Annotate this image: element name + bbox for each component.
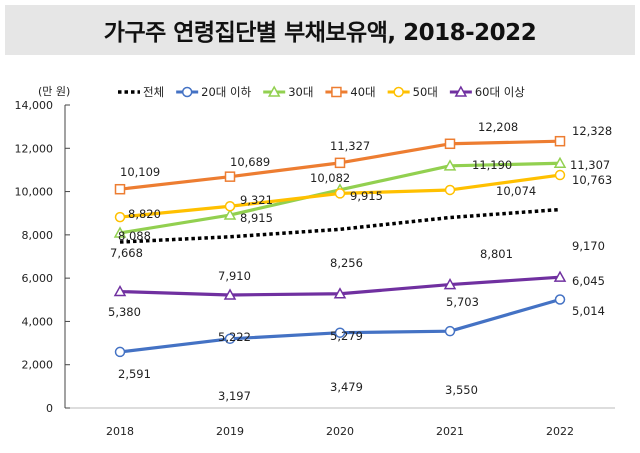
data-label: 10,689 bbox=[230, 155, 270, 169]
circle-marker bbox=[444, 325, 456, 337]
x-tick-label: 2018 bbox=[106, 425, 134, 438]
circle-marker bbox=[334, 327, 346, 338]
data-label: 5,014 bbox=[572, 304, 605, 318]
triangle-marker bbox=[553, 156, 567, 169]
circle-marker bbox=[114, 346, 126, 358]
title-bar: 가구주 연령집단별 부채보유액, 2018-2022 bbox=[5, 5, 635, 55]
x-tick-label: 2020 bbox=[326, 425, 354, 438]
x-tick-label: 2022 bbox=[546, 425, 574, 438]
data-label: 11,307 bbox=[570, 158, 610, 172]
legend-entry: 60대 이상 bbox=[475, 85, 525, 99]
x-tick-label: 2019 bbox=[216, 425, 244, 438]
data-label: 12,208 bbox=[478, 120, 518, 134]
data-label: 9,170 bbox=[572, 239, 605, 253]
data-label: 10,082 bbox=[310, 171, 350, 185]
circle-marker bbox=[181, 86, 193, 98]
triangle-marker bbox=[223, 208, 237, 220]
data-label: 3,479 bbox=[330, 380, 363, 394]
data-label: 7,668 bbox=[110, 246, 143, 260]
legend-entry: 50대 bbox=[413, 85, 438, 99]
y-tick-label: 10,000 bbox=[15, 186, 54, 199]
data-label: 9,321 bbox=[240, 193, 273, 207]
y-tick-label: 6,000 bbox=[22, 272, 54, 285]
triangle-marker bbox=[113, 285, 127, 297]
y-tick-label: 0 bbox=[46, 402, 53, 415]
data-label: 7,910 bbox=[218, 269, 251, 283]
circle-marker bbox=[334, 188, 346, 199]
data-label: 11,327 bbox=[330, 139, 370, 153]
data-label: 9,915 bbox=[350, 189, 383, 203]
data-label: 8,820 bbox=[128, 207, 161, 221]
data-label: 5,222 bbox=[218, 330, 251, 344]
series-line-1 bbox=[119, 297, 561, 354]
circle-marker bbox=[224, 333, 236, 345]
circle-marker bbox=[224, 201, 236, 212]
y-tick-label: 14,000 bbox=[15, 99, 54, 112]
circle-marker bbox=[444, 184, 456, 196]
data-label: 3,550 bbox=[445, 383, 478, 397]
chart-title: 가구주 연령집단별 부채보유액, 2018-2022 bbox=[103, 20, 537, 46]
data-label: 10,074 bbox=[496, 184, 536, 198]
legend-entry: 40대 bbox=[350, 85, 375, 99]
square-marker bbox=[554, 135, 566, 147]
legend-entry: 20대 이하 bbox=[201, 85, 251, 99]
triangle-marker bbox=[454, 85, 468, 97]
triangle-marker bbox=[113, 226, 127, 238]
data-label: 8,801 bbox=[480, 247, 513, 261]
triangle-marker bbox=[443, 159, 457, 171]
square-marker bbox=[334, 157, 346, 169]
series-line-0 bbox=[119, 207, 561, 244]
triangle-marker bbox=[223, 288, 237, 300]
data-label: 8,915 bbox=[240, 211, 273, 225]
y-tick-label: 4,000 bbox=[22, 315, 54, 328]
data-label: 3,197 bbox=[218, 389, 251, 403]
data-label: 5,703 bbox=[446, 295, 479, 309]
legend-entry: 전체 bbox=[143, 85, 164, 99]
triangle-marker bbox=[553, 270, 567, 282]
y-tick-label: 2,000 bbox=[22, 359, 54, 372]
data-label: 10,109 bbox=[120, 165, 160, 179]
data-label: 12,328 bbox=[572, 124, 612, 138]
legend-entry: 30대 bbox=[288, 85, 313, 99]
triangle-marker bbox=[333, 287, 347, 299]
square-marker bbox=[331, 86, 342, 98]
circle-marker bbox=[554, 169, 566, 181]
triangle-marker bbox=[443, 278, 457, 290]
data-label: 2,591 bbox=[118, 367, 151, 381]
y-axis-unit: (만 원) bbox=[38, 85, 70, 98]
data-label: 11,190 bbox=[472, 158, 512, 172]
y-tick-label: 8,000 bbox=[22, 229, 54, 242]
data-label: 8,088 bbox=[118, 229, 151, 243]
circle-marker bbox=[114, 211, 126, 223]
data-label: 5,380 bbox=[108, 305, 141, 319]
data-label: 6,045 bbox=[572, 274, 605, 288]
circle-marker bbox=[393, 86, 404, 98]
data-label: 10,763 bbox=[572, 173, 612, 187]
square-marker bbox=[114, 183, 126, 195]
x-tick-label: 2021 bbox=[436, 425, 464, 438]
y-tick-label: 12,000 bbox=[15, 142, 54, 155]
data-label: 8,256 bbox=[330, 256, 363, 270]
data-label: 5,279 bbox=[330, 329, 363, 343]
triangle-marker bbox=[267, 85, 281, 97]
square-marker bbox=[224, 171, 236, 182]
circle-marker bbox=[554, 294, 566, 305]
square-marker bbox=[444, 138, 456, 150]
